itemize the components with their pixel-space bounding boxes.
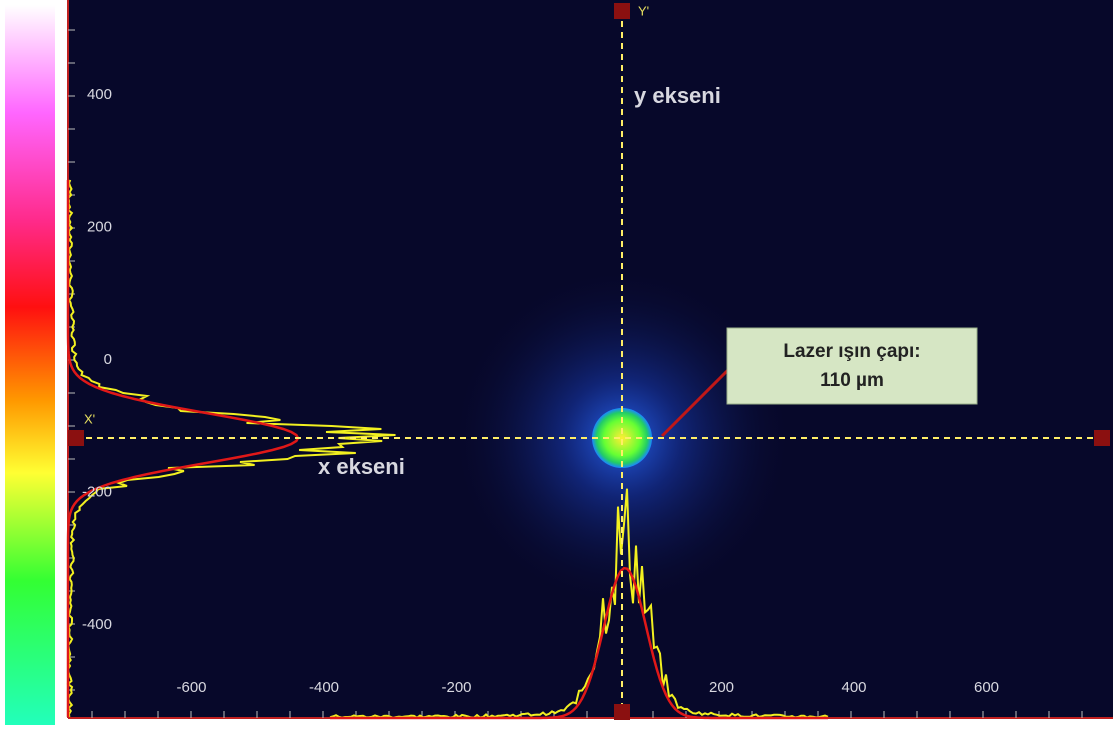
x-tick-label: -400 bbox=[309, 679, 339, 696]
x-tick-label: 600 bbox=[974, 679, 999, 696]
x-marker-label: X' bbox=[84, 411, 95, 426]
callout-text: Lazer ışın çapı: bbox=[783, 341, 920, 362]
marker bbox=[1094, 430, 1110, 446]
x-tick-label: 400 bbox=[841, 679, 866, 696]
y-tick-label: 0 bbox=[104, 351, 112, 368]
x-tick-label: -600 bbox=[176, 679, 206, 696]
y-axis-label: y ekseni bbox=[634, 83, 721, 108]
marker bbox=[68, 430, 84, 446]
y-tick-label: -200 bbox=[82, 483, 112, 500]
page: Y' X' y ekseni x ekseni Lazer ışın çapı:… bbox=[0, 0, 1113, 729]
callout-box bbox=[727, 328, 977, 404]
x-tick-label: -200 bbox=[441, 679, 471, 696]
marker bbox=[614, 704, 630, 720]
y-tick-label: 200 bbox=[87, 218, 112, 235]
marker bbox=[614, 3, 630, 19]
x-tick-label: 200 bbox=[709, 679, 734, 696]
color-scale bbox=[5, 5, 55, 725]
y-tick-label: 400 bbox=[87, 86, 112, 103]
beam-profiler-view: Y' X' y ekseni x ekseni Lazer ışın çapı:… bbox=[0, 0, 1113, 729]
y-marker-label: Y' bbox=[638, 3, 649, 18]
y-tick-label: -400 bbox=[82, 616, 112, 633]
callout-text: 110 µm bbox=[820, 370, 884, 391]
x-axis-label: x ekseni bbox=[318, 454, 405, 479]
